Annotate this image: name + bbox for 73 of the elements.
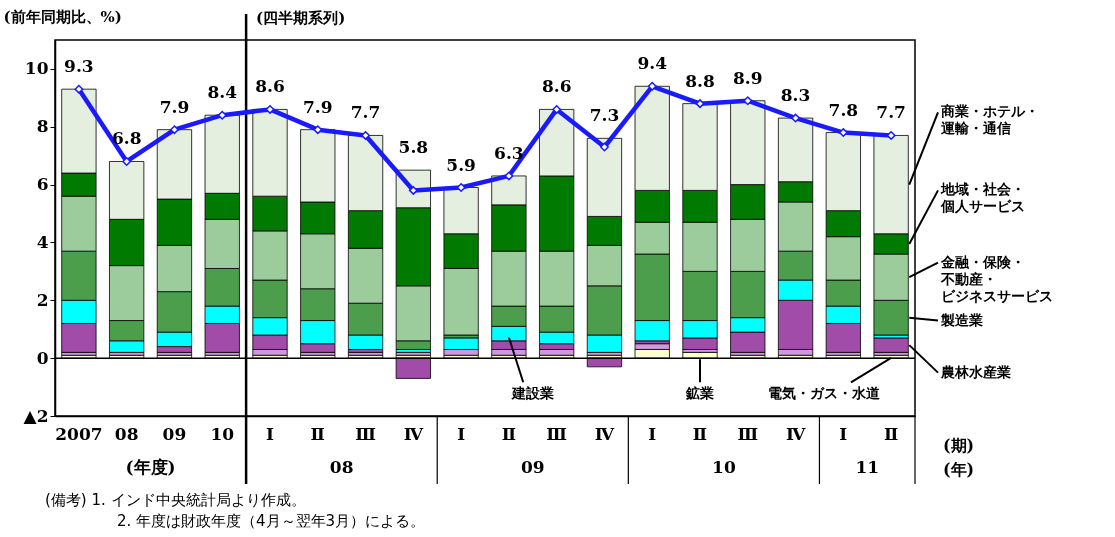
text: 建設業 [510,385,554,402]
point [361,130,371,140]
data-label: 7.7 [350,102,381,123]
text: (年) [943,460,975,479]
x-tick-label: Ⅱ [883,423,899,444]
text: 2. 年度は財政年度（4月～翌年3月）による。 [117,512,426,530]
text: 08 [329,457,354,477]
text: 商業・ホテル・運輸・通信 [940,103,1039,137]
data-label: 7.3 [589,105,620,126]
x-tick-label: Ⅲ [737,423,759,444]
data-label: 8.3 [780,85,811,106]
x-tick-label: Ⅰ [648,423,657,444]
legend-label: 製造業 [940,311,983,328]
x-tick-label: 2007 [55,423,103,444]
y-tick-label: 4 [36,231,49,252]
text: 09 [520,457,545,477]
point [599,142,609,152]
ref-line-label: (四半期系列) [256,9,346,27]
point [74,84,84,94]
y-tick-label: 8 [36,116,49,137]
x-tick-label: Ⅱ [501,423,517,444]
x-tick-label: 08 [114,423,139,444]
x-tick-label: Ⅱ [310,423,325,444]
data-label: 8.8 [685,70,715,91]
x-tick-label: Ⅱ [692,423,708,444]
text: (備考) 1. インド中央統計局より作成。 [45,491,306,509]
data-label: 5.9 [446,154,476,175]
point [122,157,132,166]
point [838,128,848,138]
data-label: 8.9 [732,67,763,88]
y-tick-label: ▲2 [23,405,49,426]
y-tick-label: 10 [24,58,49,79]
x-tick-label: 09 [162,423,187,444]
series-label: 鉱業 [685,385,714,402]
point [169,125,179,135]
data-label: 7.7 [876,102,906,123]
text: 農林水産業 [940,363,1011,380]
data-label: 6.3 [494,142,524,163]
point [504,171,514,181]
x-tick-label: Ⅳ [785,423,806,444]
data-label: 5.8 [398,137,429,158]
data-label: 6.8 [111,128,142,149]
x-tick-label: Ⅰ [457,423,466,444]
y-axis-title: (前年同期比、%) [3,7,122,26]
data-label: 7.8 [828,99,859,120]
data-label: 7.9 [302,96,333,117]
y-tick-label: 6 [36,174,49,195]
data-label: 8.6 [541,76,572,97]
x-tick-label: 10 [210,423,235,444]
data-label: 8.4 [207,82,238,103]
x-tick-label: Ⅲ [546,423,568,444]
y-tick-label: 0 [36,347,49,368]
text: 電気・ガス・水道 [768,385,882,402]
text: (年度) [125,457,176,477]
point [791,113,801,123]
text: 11 [855,457,880,477]
x-tick-label: Ⅳ [594,423,615,444]
x-tick-label: Ⅳ [403,423,424,444]
x-tick-label: Ⅰ [839,423,848,444]
text: (期) [943,436,975,455]
point [552,104,562,114]
legend-label: 金融・保険・不動産・ビジネスサービス [940,253,1053,304]
x-tick-label: Ⅲ [355,423,376,444]
y-tick-label: 2 [36,289,49,310]
data-label: 9.4 [637,53,668,74]
text: 地域・社会・個人サービス [940,181,1025,215]
text: 10 [712,457,736,477]
data-label: 8.6 [255,76,285,97]
x-tick-label: Ⅰ [266,423,275,444]
data-label: 7.9 [159,96,190,117]
point [695,99,705,109]
point [647,81,657,91]
data-label: 9.3 [64,56,94,77]
